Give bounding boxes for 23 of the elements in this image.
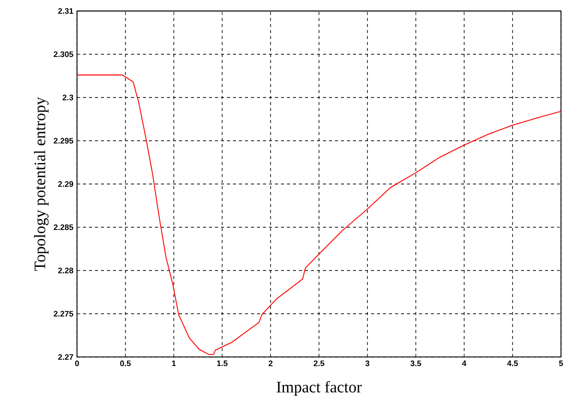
x-tick-label: 3 (365, 360, 370, 366)
y-tick-label: 2.295 (54, 138, 74, 144)
x-tick-label: 1 (172, 360, 176, 366)
y-tick-label: 2.285 (54, 224, 74, 230)
x-axis-title: Impact factor (276, 381, 362, 396)
x-tick-label: 1.5 (217, 360, 228, 366)
y-tick-label: 2.275 (54, 310, 74, 317)
x-tick-label: 2.5 (314, 360, 324, 366)
x-tick-label: 0.5 (120, 360, 131, 366)
y-tick-label: 2.3 (62, 94, 74, 100)
x-tick-label: 2 (268, 360, 272, 366)
y-tick-label: 2.31 (58, 8, 74, 14)
y-tick-label: 2.27 (58, 354, 74, 360)
x-tick-label: 4 (462, 360, 466, 366)
x-tick-label: 0 (75, 360, 79, 366)
line-series (77, 74, 561, 355)
x-tick-label: 5 (559, 360, 563, 366)
y-axis-title: Topology potential entropy (34, 97, 49, 271)
x-tick-label: 4.5 (507, 360, 518, 366)
y-tick-label: 2.29 (58, 181, 74, 187)
x-tick-label: 3.5 (410, 360, 422, 366)
y-tick-label: 2.28 (58, 268, 74, 274)
y-tick-label: 2.305 (54, 51, 74, 58)
